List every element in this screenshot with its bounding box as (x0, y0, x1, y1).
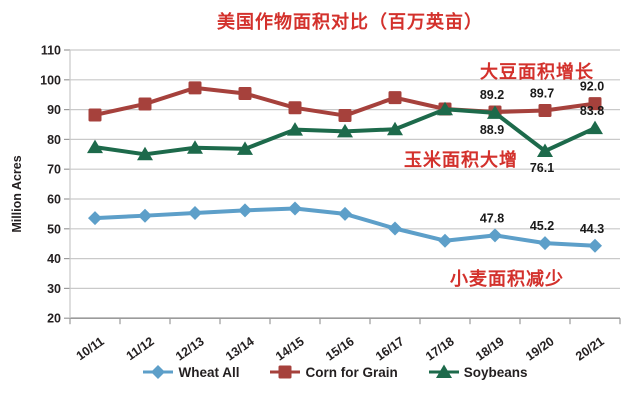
y-tick-label: 90 (47, 103, 61, 117)
y-tick-label: 110 (41, 44, 61, 58)
data-point-marker (538, 103, 552, 117)
y-tick-label: 30 (47, 282, 61, 296)
y-tick-label: 50 (47, 222, 61, 236)
y-tick-label: 60 (47, 193, 61, 207)
data-point-marker (387, 121, 403, 136)
legend-item-corn: Corn for Grain (269, 364, 398, 380)
legend-shape (151, 365, 166, 379)
data-point-label: 88.9 (480, 123, 504, 137)
data-point-marker (537, 143, 553, 158)
data-point-marker (538, 236, 552, 251)
annotation-soybean-increase: 大豆面积增长 (480, 62, 594, 82)
data-point-marker (87, 139, 103, 154)
data-point-marker (388, 91, 402, 105)
data-point-marker (288, 201, 302, 216)
x-tick-label: 15/16 (323, 334, 357, 363)
y-tick-label: 80 (47, 133, 61, 147)
x-tick-label: 14/15 (273, 334, 307, 363)
data-point-marker (238, 203, 252, 218)
x-tick-label: 20/21 (573, 334, 607, 363)
data-point-marker (237, 141, 253, 155)
series-soybeans: 88.9 76.1 83.8 (87, 101, 604, 175)
data-point-marker (437, 101, 453, 116)
x-tick-label: 12/13 (173, 334, 207, 363)
legend-label-corn: Corn for Grain (305, 364, 398, 380)
data-point-label: 89.2 (480, 88, 504, 102)
data-point-marker (587, 120, 603, 135)
data-point-marker (88, 108, 102, 122)
data-point-label: 89.7 (530, 86, 554, 100)
x-tick-label: 17/18 (423, 334, 457, 363)
data-point-label: 76.1 (530, 161, 554, 175)
legend-item-wheat: Wheat All (142, 364, 239, 380)
data-point-label: 44.3 (580, 222, 604, 236)
x-tick-label: 13/14 (223, 334, 257, 363)
data-point-marker (88, 211, 102, 226)
y-tick-label: 40 (47, 252, 61, 266)
annotation-corn-increase: 玉米面积大增 (404, 150, 518, 170)
y-tick-label: 70 (47, 163, 61, 177)
x-tick-label: 16/17 (373, 334, 407, 363)
data-point-marker (487, 105, 503, 119)
data-point-marker (138, 97, 152, 111)
data-point-marker (188, 81, 202, 95)
data-point-marker (588, 238, 602, 253)
data-point-marker (338, 206, 352, 221)
legend-shape (435, 364, 452, 378)
data-point-marker (137, 146, 153, 161)
data-point-marker (287, 122, 303, 136)
soybeans-triangle-icon (428, 364, 460, 380)
data-point-marker (488, 228, 502, 243)
legend-item-soybeans: Soybeans (428, 364, 528, 380)
data-point-marker (187, 140, 203, 154)
data-point-marker (288, 101, 302, 115)
series-corn-for-grain: 89.2 89.7 92.0 (88, 80, 604, 123)
data-point-marker (188, 206, 202, 221)
legend-label-soybeans: Soybeans (463, 364, 528, 380)
data-point-marker (588, 97, 602, 111)
data-point-marker (438, 233, 452, 248)
wheat-diamond-icon (142, 364, 174, 380)
data-point-marker (238, 87, 252, 101)
legend-label-wheat: Wheat All (178, 364, 240, 380)
legend-shape (278, 365, 292, 379)
x-tick-label: 18/19 (473, 334, 507, 363)
data-point-label: 47.8 (480, 211, 504, 225)
data-point-label: 83.8 (580, 104, 604, 118)
x-tick-label: 11/12 (124, 334, 157, 363)
y-tick-label: 20 (47, 312, 61, 326)
x-tick-label: 10/11 (74, 334, 107, 363)
data-point-label: 92.0 (580, 80, 604, 94)
annotation-wheat-decrease: 小麦面积减少 (450, 269, 564, 289)
corn-square-icon (269, 364, 301, 380)
data-point-marker (388, 221, 402, 236)
chart-legend: Wheat All Corn for Grain Soybeans (25, 364, 640, 380)
data-point-marker (138, 208, 152, 223)
y-tick-label: 100 (40, 73, 61, 87)
data-point-marker (337, 123, 353, 138)
series-wheat-all: 47.8 45.2 44.3 (88, 201, 604, 253)
data-point-marker (338, 109, 352, 123)
chart-title: 美国作物面积对比（百万英亩） (217, 12, 483, 32)
x-tick-label: 19/20 (523, 334, 557, 363)
data-point-label: 45.2 (530, 219, 554, 233)
